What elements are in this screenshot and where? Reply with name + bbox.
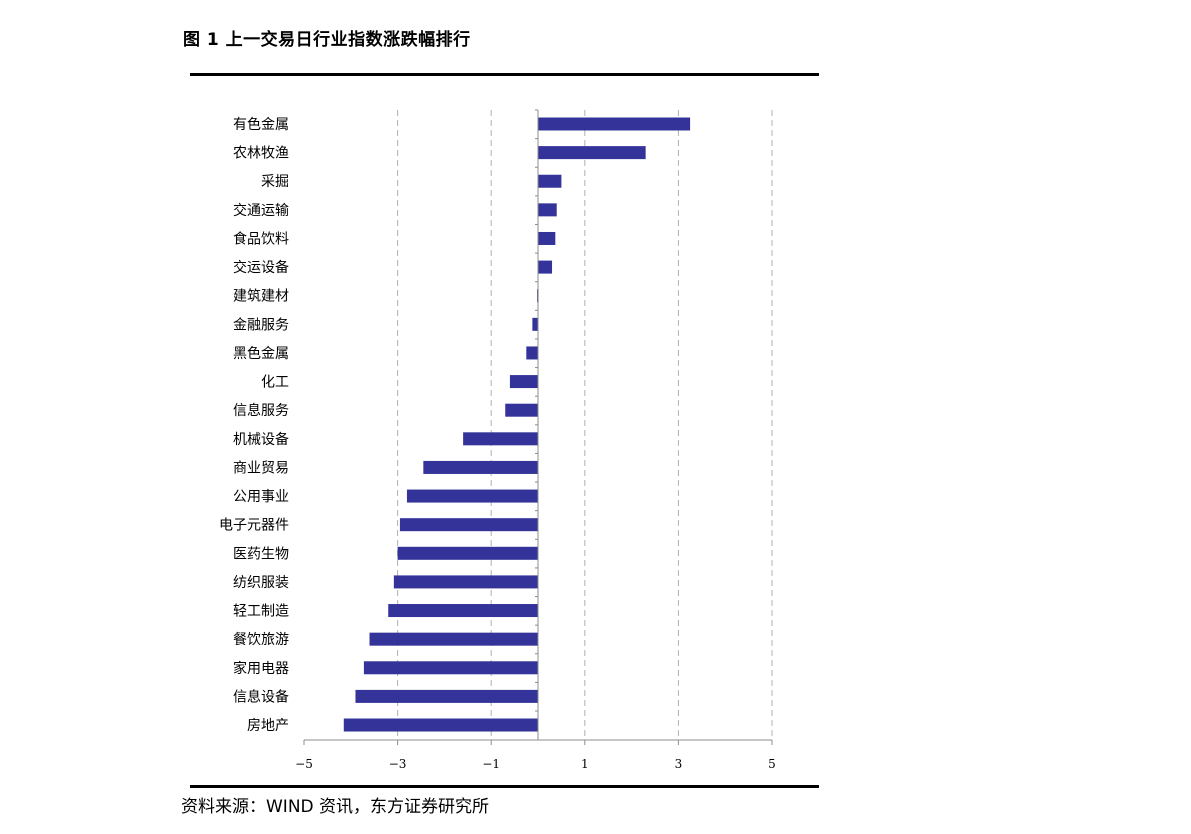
category-label: 信息服务 [233, 402, 289, 419]
bar-13 [406, 489, 538, 503]
category-label: 食品饮料 [233, 230, 289, 247]
category-label: 医药生物 [233, 546, 289, 562]
category-label: 纺织服装 [233, 575, 289, 591]
bar-2 [538, 174, 562, 188]
x-tick-label: 5 [768, 757, 776, 771]
x-tick-label: 3 [675, 757, 683, 771]
bar-17 [388, 604, 538, 618]
bar-8 [526, 346, 538, 360]
category-label: 农林牧渔 [233, 146, 289, 162]
bar-3 [538, 203, 557, 217]
category-label: 餐饮旅游 [233, 632, 289, 648]
category-label: 轻工制造 [233, 604, 289, 620]
category-label: 交通运输 [233, 202, 289, 219]
category-label: 金融服务 [233, 317, 289, 333]
bar-18 [369, 632, 538, 646]
category-label: 化工 [261, 375, 289, 391]
category-label: 家用电器 [233, 660, 289, 677]
category-label: 机械设备 [233, 431, 289, 448]
top-rule [190, 73, 819, 76]
category-labels: 有色金属农林牧渔采掘交通运输食品饮料交运设备建筑建材金融服务黑色金属化工信息服务… [219, 116, 289, 734]
source-note: 资料来源：WIND 资讯，东方证券研究所 [181, 797, 490, 817]
bar-11 [463, 432, 538, 446]
x-tick-label: −5 [295, 757, 313, 771]
x-tick-label: −1 [482, 757, 500, 771]
grid-lines [397, 110, 773, 740]
category-label: 电子元器件 [219, 518, 289, 534]
category-label: 建筑建材 [233, 289, 289, 305]
bar-20 [355, 689, 538, 703]
bars [343, 117, 691, 732]
bar-9 [509, 375, 538, 389]
x-tick-label: −3 [389, 757, 407, 771]
bar-7 [532, 317, 538, 331]
figure-title: 图 1 上一交易日行业指数涨跌幅排行 [183, 30, 471, 50]
bar-14 [399, 518, 538, 532]
bar-1 [538, 146, 646, 160]
bar-12 [423, 460, 538, 474]
category-label: 有色金属 [233, 116, 289, 133]
bar-4 [538, 231, 556, 245]
category-label: 商业贸易 [233, 460, 289, 476]
category-label: 采掘 [261, 174, 289, 190]
bar-21 [343, 718, 538, 732]
category-label: 公用事业 [233, 489, 289, 505]
category-label: 房地产 [247, 718, 289, 734]
bottom-rule [190, 785, 819, 788]
bar-16 [393, 575, 538, 589]
category-label: 黑色金属 [233, 345, 289, 362]
x-tick-label: 1 [581, 757, 589, 771]
category-label: 交运设备 [233, 259, 289, 276]
bar-19 [363, 661, 538, 675]
bar-5 [538, 260, 553, 274]
x-tick-labels: −5 −3 −1 1 3 5 [295, 757, 776, 771]
bar-15 [397, 546, 538, 560]
axes [303, 109, 773, 745]
bar-10 [505, 403, 538, 417]
category-label: 信息设备 [233, 688, 289, 705]
bar-0 [538, 117, 691, 131]
